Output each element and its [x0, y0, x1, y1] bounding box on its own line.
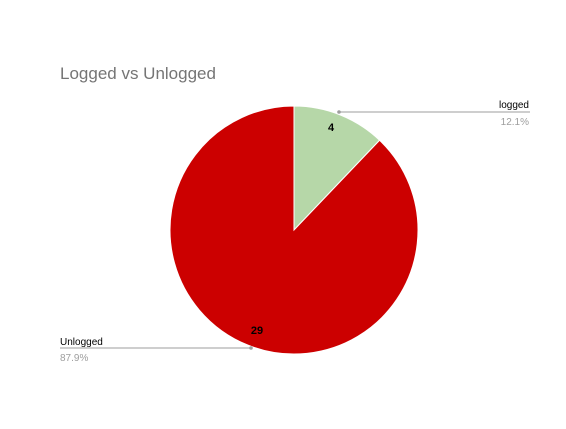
leader-dot-unlogged — [249, 346, 253, 350]
slice-category-label-unlogged: Unlogged — [60, 337, 103, 348]
slices-layer — [169, 105, 419, 355]
slice-value-label-unlogged: 29 — [251, 325, 263, 337]
chart-title: Logged vs Unlogged — [60, 64, 216, 83]
leader-dot-logged — [337, 110, 341, 114]
slice-percent-label-logged: 12.1% — [501, 117, 529, 128]
pie-slice-logged — [293, 105, 381, 232]
slice-value-label-logged: 4 — [328, 122, 335, 134]
leader-lines-layer — [60, 110, 530, 350]
slice-percent-label-unlogged: 87.9% — [60, 353, 88, 364]
slice-category-label-logged: logged — [499, 100, 529, 111]
labels-layer: 4 logged 12.1% 29 Unlogged 87.9% — [60, 100, 529, 364]
pie-slice-unlogged — [169, 105, 419, 355]
